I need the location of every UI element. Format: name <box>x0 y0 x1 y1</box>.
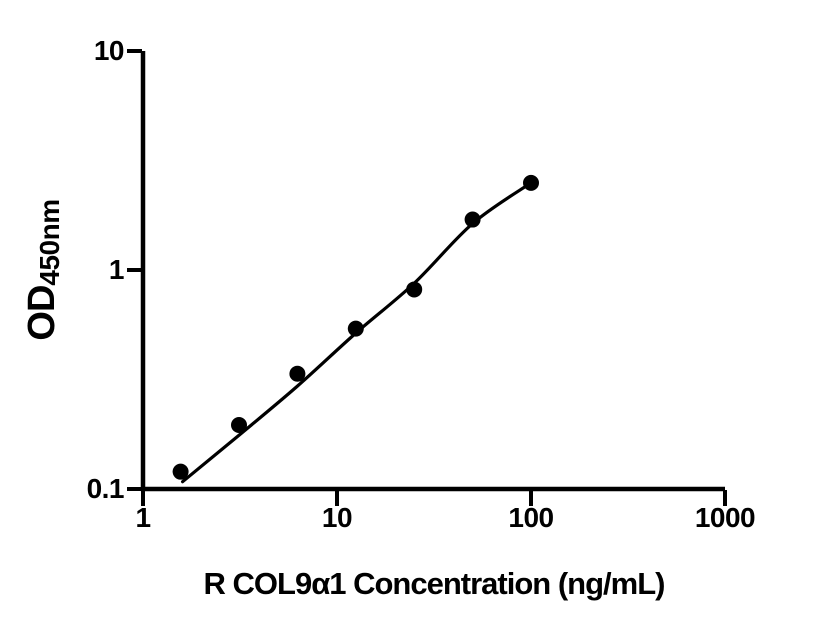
data-point <box>523 174 539 191</box>
data-point <box>347 320 364 337</box>
data-points <box>172 174 539 480</box>
y-tick-label-10: 10 <box>93 35 125 66</box>
y-tick-label-1: 1 <box>108 254 125 285</box>
y-axis-title-main: OD <box>21 285 63 341</box>
x-tick-label-100: 100 <box>508 502 554 533</box>
x-tick-marks <box>141 490 727 506</box>
axis-lines <box>140 51 725 492</box>
data-point <box>406 281 423 298</box>
x-tick-label-1: 1 <box>135 502 151 533</box>
x-axis-title: R COL9α1 Concentration (ng/mL) <box>203 566 666 601</box>
data-point <box>464 211 481 228</box>
x-tick-label-1000: 1000 <box>694 502 756 533</box>
data-point <box>231 416 248 433</box>
y-tick-label-0p1: 0.1 <box>86 473 125 504</box>
y-axis-title: OD 450nm <box>21 160 71 380</box>
y-tick-marks <box>127 49 142 491</box>
data-point <box>172 463 189 480</box>
x-tick-label-10: 10 <box>321 502 353 533</box>
data-point <box>289 365 306 382</box>
y-axis-title-subscript: 450nm <box>34 199 65 286</box>
